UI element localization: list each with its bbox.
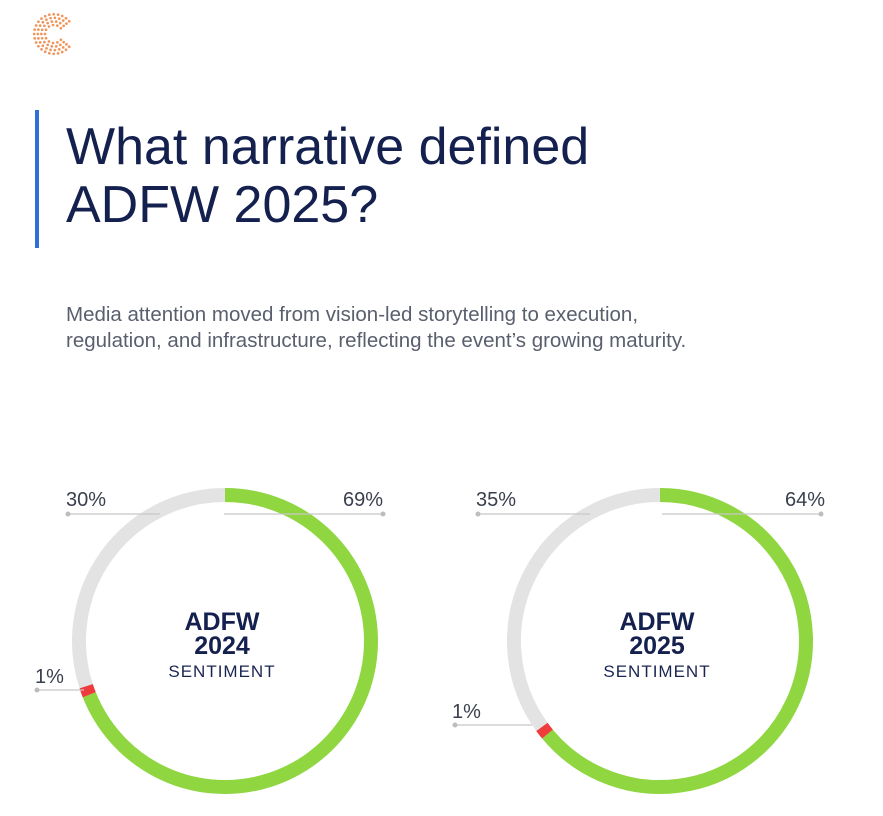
donut-center-subtitle: SENTIMENT	[603, 662, 710, 681]
donut-slice-positive	[542, 488, 814, 794]
callout-positive: 69%	[224, 489, 386, 517]
slice-label-positive: 69%	[343, 489, 383, 511]
page-title-line1: What narrative defined	[66, 118, 590, 176]
callout-negative: 1%	[34, 666, 84, 693]
donut-center-year: 2024	[194, 632, 250, 660]
page-title: What narrative defined ADFW 2025?	[66, 118, 826, 234]
donut-slice-negative	[536, 722, 553, 739]
donut-slice-negative	[79, 683, 96, 698]
donut-center-subtitle: SENTIMENT	[168, 662, 275, 681]
slice-label-positive: 64%	[785, 489, 825, 511]
donut-slice-neutral	[507, 488, 661, 731]
donut-chart-2025: 64% 35% 1% ADFW 2025 SENTIMENT	[452, 488, 825, 794]
donut-slice-positive	[82, 488, 378, 794]
donut-slice-neutral	[72, 488, 226, 689]
page-subtitle-line2: regulation, and infrastructure, reflecti…	[66, 329, 687, 352]
slice-label-neutral: 30%	[66, 489, 106, 511]
slice-label-negative: 1%	[452, 701, 481, 723]
callout-neutral: 35%	[475, 489, 590, 517]
callout-negative: 1%	[452, 701, 532, 728]
page-title-line2: ADFW 2025?	[66, 176, 379, 234]
callout-positive: 64%	[662, 489, 825, 517]
donut-chart-2024: 69% 30% 1% ADFW 2024 SENTIMENT	[34, 488, 386, 794]
donut-center-title: ADFW	[620, 608, 695, 636]
donut-center-year: 2025	[629, 632, 685, 660]
page-subtitle-line1: Media attention moved from vision-led st…	[66, 303, 639, 326]
c-logo-icon	[32, 12, 71, 56]
callout-neutral: 30%	[65, 489, 160, 517]
slice-label-negative: 1%	[35, 666, 64, 688]
page-subtitle: Media attention moved from vision-led st…	[66, 302, 866, 354]
title-accent-bar	[35, 110, 39, 248]
slice-label-neutral: 35%	[476, 489, 516, 511]
donut-center-title: ADFW	[185, 608, 260, 636]
